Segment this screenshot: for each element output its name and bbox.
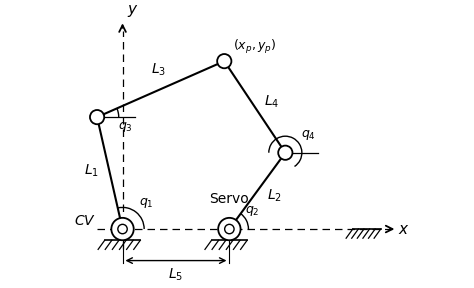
Text: Servo: Servo [210,192,249,206]
Text: $L_1$: $L_1$ [83,162,99,179]
Circle shape [278,146,292,160]
Text: $L_5$: $L_5$ [168,267,183,283]
Circle shape [118,224,127,234]
Text: $y$: $y$ [127,3,138,19]
Circle shape [111,218,134,240]
Text: $q_4$: $q_4$ [301,128,316,141]
Text: $q_2$: $q_2$ [245,204,259,218]
Circle shape [218,218,241,240]
Circle shape [217,54,231,68]
Text: $(x_p, y_p)$: $(x_p, y_p)$ [233,38,277,56]
Text: $x$: $x$ [398,221,410,236]
Text: $L_2$: $L_2$ [266,188,282,204]
Circle shape [90,110,104,124]
Text: $L_4$: $L_4$ [264,94,279,110]
Text: $CV$: $CV$ [74,214,96,228]
Circle shape [225,224,234,234]
Text: $q_1$: $q_1$ [139,196,154,210]
Text: $L_3$: $L_3$ [151,62,166,78]
Text: $q_3$: $q_3$ [118,120,133,134]
